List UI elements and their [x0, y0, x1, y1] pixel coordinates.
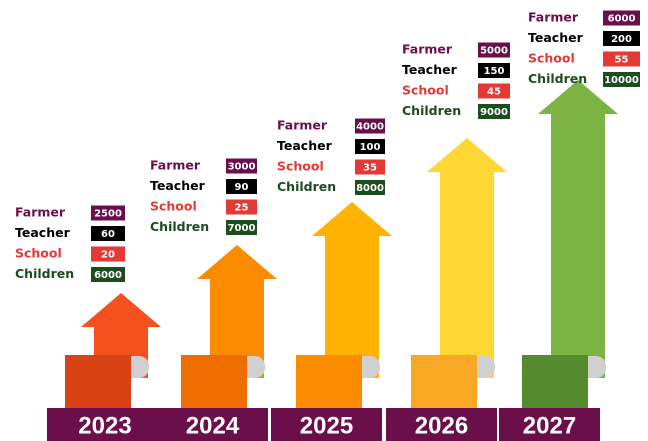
year-box — [271, 408, 382, 441]
row-label: Farmer — [150, 158, 201, 173]
year-box — [499, 408, 600, 441]
row-label: School — [150, 199, 197, 214]
row-value: 35 — [363, 163, 377, 174]
row-value: 25 — [235, 203, 249, 214]
row-label: Teacher — [402, 62, 458, 77]
value-box — [603, 31, 640, 46]
row-value: 6000 — [94, 270, 122, 281]
value-box — [478, 63, 510, 78]
row-value: 55 — [615, 55, 629, 66]
row-label: Teacher — [150, 178, 206, 193]
value-box — [478, 104, 510, 119]
value-box — [91, 205, 125, 221]
year-label: 2025 — [300, 412, 353, 439]
row-label: Farmer — [15, 205, 66, 220]
year-box — [157, 408, 268, 441]
year-label: 2027 — [523, 412, 576, 439]
value-box — [603, 10, 640, 26]
row-value: 4000 — [356, 122, 384, 133]
row-value: 7000 — [228, 223, 256, 234]
scroll-base — [411, 355, 477, 408]
row-value: 90 — [235, 182, 249, 193]
row-label: Children — [402, 103, 461, 118]
row-value: 100 — [360, 142, 381, 153]
row-value: 8000 — [356, 183, 384, 194]
value-box — [226, 199, 257, 215]
value-box — [226, 179, 257, 194]
year-box — [386, 408, 497, 441]
value-box — [91, 267, 125, 282]
scroll-base — [296, 355, 362, 408]
row-value: 20 — [101, 250, 115, 261]
value-box — [355, 159, 385, 175]
row-label: Farmer — [277, 118, 328, 133]
row-value: 60 — [101, 229, 115, 240]
row-label: Children — [15, 266, 74, 281]
row-value: 6000 — [608, 14, 636, 25]
value-box — [355, 139, 385, 154]
row-label: Farmer — [528, 10, 579, 25]
row-label: Farmer — [402, 42, 453, 57]
row-value: 10000 — [604, 75, 639, 86]
row-value: 3000 — [228, 162, 256, 173]
year-label: 2026 — [415, 412, 468, 439]
row-value: 45 — [487, 87, 501, 98]
scroll-base — [181, 355, 247, 408]
row-label: Children — [277, 179, 336, 194]
value-box — [603, 72, 640, 87]
arrow — [538, 80, 618, 378]
year-label: 2024 — [186, 412, 240, 439]
row-label: Teacher — [528, 30, 584, 45]
year-box — [47, 408, 163, 441]
row-label: School — [528, 51, 575, 66]
value-box — [91, 226, 125, 241]
value-box — [478, 83, 510, 99]
row-label: Children — [150, 219, 209, 234]
arrow — [312, 202, 392, 378]
row-label: Teacher — [277, 138, 333, 153]
arrow — [197, 245, 277, 378]
row-label: Teacher — [15, 225, 71, 240]
value-box — [603, 51, 640, 67]
row-value: 2500 — [94, 209, 122, 220]
value-box — [355, 118, 385, 134]
value-box — [91, 246, 125, 262]
value-box — [226, 158, 257, 174]
value-box — [478, 42, 510, 58]
value-box — [226, 220, 257, 235]
row-label: School — [277, 159, 324, 174]
row-label: Children — [528, 71, 587, 86]
year-label: 2023 — [78, 412, 131, 439]
arrow — [427, 138, 507, 378]
scroll-base — [65, 355, 131, 408]
scroll-base — [522, 355, 588, 408]
row-value: 9000 — [480, 107, 508, 118]
row-label: School — [15, 246, 62, 261]
row-value: 150 — [484, 66, 505, 77]
row-value: 5000 — [480, 46, 508, 57]
row-label: School — [402, 83, 449, 98]
value-box — [355, 180, 385, 195]
row-value: 200 — [611, 34, 632, 45]
